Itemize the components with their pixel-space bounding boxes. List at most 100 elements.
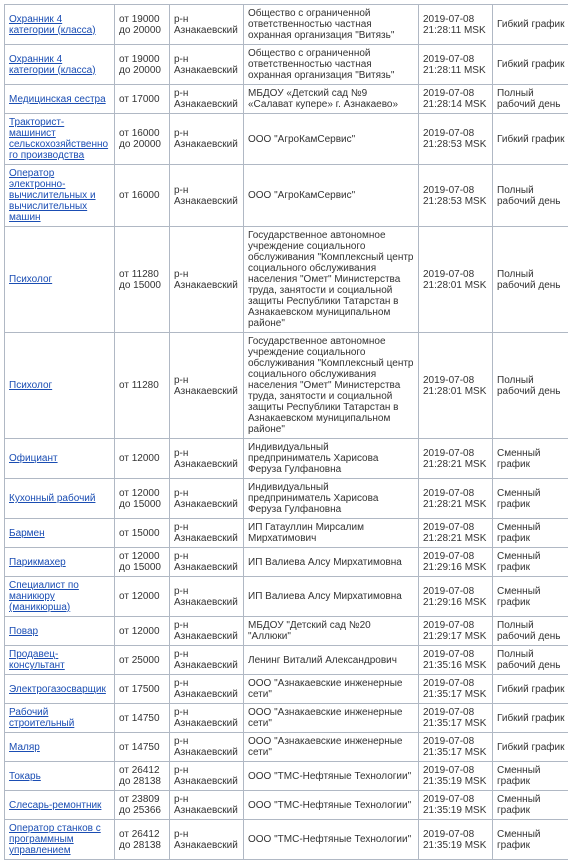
cell-schedule: Сменный график xyxy=(493,548,568,577)
cell-date: 2019-07-08 21:28:14 MSK xyxy=(419,85,493,114)
cell-region: р-н Азнакаевский xyxy=(170,85,244,114)
table-row: Парикмахерот 12000 до 15000р-н Азнакаевс… xyxy=(5,548,568,577)
cell-salary: от 11280 до 15000 xyxy=(115,227,170,333)
job-title-link[interactable]: Охранник 4 категории (класса) xyxy=(9,14,96,36)
cell-date: 2019-07-08 21:29:16 MSK xyxy=(419,577,493,617)
cell-date: 2019-07-08 21:28:21 MSK xyxy=(419,479,493,519)
cell-schedule: Сменный график xyxy=(493,762,568,791)
job-title-link[interactable]: Электрогазосварщик xyxy=(9,684,106,695)
cell-job-title: Охранник 4 категории (класса) xyxy=(5,5,115,45)
cell-organization: Ленинг Виталий Александрович xyxy=(244,646,419,675)
cell-region: р-н Азнакаевский xyxy=(170,5,244,45)
cell-salary: от 14750 xyxy=(115,733,170,762)
cell-region: р-н Азнакаевский xyxy=(170,165,244,227)
job-title-link[interactable]: Маляр xyxy=(9,742,40,753)
cell-job-title: Электрогазосварщик xyxy=(5,675,115,704)
cell-job-title: Специалист по маникюру (маникюрша) xyxy=(5,577,115,617)
cell-salary: от 16000 до 20000 xyxy=(115,114,170,165)
cell-salary: от 16000 xyxy=(115,165,170,227)
cell-job-title: Медицинская сестра xyxy=(5,85,115,114)
cell-date: 2019-07-08 21:35:17 MSK xyxy=(419,704,493,733)
job-title-link[interactable]: Охранник 4 категории (класса) xyxy=(9,54,96,76)
cell-date: 2019-07-08 21:35:16 MSK xyxy=(419,646,493,675)
cell-date: 2019-07-08 21:28:53 MSK xyxy=(419,114,493,165)
job-title-link[interactable]: Оператор электронно-вычислительных и выч… xyxy=(9,168,96,223)
table-row: Поварот 12000р-н АзнакаевскийМБДОУ "Детс… xyxy=(5,617,568,646)
cell-salary: от 12000 до 15000 xyxy=(115,479,170,519)
cell-region: р-н Азнакаевский xyxy=(170,704,244,733)
cell-organization: Государственное автономное учреждение со… xyxy=(244,227,419,333)
table-row: Малярот 14750р-н АзнакаевскийООО "Азнака… xyxy=(5,733,568,762)
table-row: Оператор электронно-вычислительных и выч… xyxy=(5,165,568,227)
cell-region: р-н Азнакаевский xyxy=(170,646,244,675)
job-title-link[interactable]: Кухонный рабочий xyxy=(9,493,95,504)
cell-salary: от 17500 xyxy=(115,675,170,704)
cell-job-title: Продавец-консультант xyxy=(5,646,115,675)
cell-job-title: Психолог xyxy=(5,227,115,333)
cell-organization: ИП Гатауллин Мирсалим Мирхатимович xyxy=(244,519,419,548)
cell-salary: от 26412 до 28138 xyxy=(115,762,170,791)
job-title-link[interactable]: Рабочий строительный xyxy=(9,707,74,729)
cell-schedule: Гибкий график xyxy=(493,675,568,704)
cell-region: р-н Азнакаевский xyxy=(170,227,244,333)
job-title-link[interactable]: Медицинская сестра xyxy=(9,94,106,105)
cell-job-title: Официант xyxy=(5,439,115,479)
cell-job-title: Оператор станков с программным управлени… xyxy=(5,820,115,860)
cell-date: 2019-07-08 21:35:19 MSK xyxy=(419,791,493,820)
job-title-link[interactable]: Психолог xyxy=(9,380,52,391)
cell-region: р-н Азнакаевский xyxy=(170,519,244,548)
job-title-link[interactable]: Тракторист-машинист сельскохозяйственног… xyxy=(9,117,108,161)
cell-organization: ООО "АгроКамСервис" xyxy=(244,165,419,227)
table-row: Оператор станков с программным управлени… xyxy=(5,820,568,860)
cell-schedule: Полный рабочий день xyxy=(493,646,568,675)
cell-date: 2019-07-08 21:35:17 MSK xyxy=(419,675,493,704)
cell-organization: ООО "ТМС-Нефтяные Технологии" xyxy=(244,762,419,791)
cell-schedule: Гибкий график xyxy=(493,114,568,165)
cell-salary: от 12000 до 15000 xyxy=(115,548,170,577)
cell-organization: ООО "ТМС-Нефтяные Технологии" xyxy=(244,791,419,820)
cell-job-title: Парикмахер xyxy=(5,548,115,577)
cell-organization: ООО "Азнакаевские инженерные сети" xyxy=(244,675,419,704)
cell-job-title: Охранник 4 категории (класса) xyxy=(5,45,115,85)
cell-region: р-н Азнакаевский xyxy=(170,577,244,617)
job-title-link[interactable]: Слесарь-ремонтник xyxy=(9,800,101,811)
cell-schedule: Сменный график xyxy=(493,439,568,479)
cell-region: р-н Азнакаевский xyxy=(170,479,244,519)
cell-schedule: Гибкий график xyxy=(493,733,568,762)
job-title-link[interactable]: Психолог xyxy=(9,274,52,285)
cell-organization: Общество с ограниченной ответственностью… xyxy=(244,5,419,45)
job-title-link[interactable]: Специалист по маникюру (маникюрша) xyxy=(9,580,79,613)
cell-job-title: Рабочий строительный xyxy=(5,704,115,733)
table-row: Токарьот 26412 до 28138р-н АзнакаевскийО… xyxy=(5,762,568,791)
cell-salary: от 11280 xyxy=(115,333,170,439)
cell-organization: ООО "АгроКамСервис" xyxy=(244,114,419,165)
cell-organization: ООО "ТМС-Нефтяные Технологии" xyxy=(244,820,419,860)
job-title-link[interactable]: Токарь xyxy=(9,771,41,782)
cell-salary: от 19000 до 20000 xyxy=(115,5,170,45)
job-title-link[interactable]: Официант xyxy=(9,453,58,464)
cell-organization: ООО "Азнакаевские инженерные сети" xyxy=(244,733,419,762)
cell-job-title: Слесарь-ремонтник xyxy=(5,791,115,820)
cell-salary: от 15000 xyxy=(115,519,170,548)
cell-date: 2019-07-08 21:28:53 MSK xyxy=(419,165,493,227)
table-row: Медицинская сестраот 17000р-н Азнакаевск… xyxy=(5,85,568,114)
cell-region: р-н Азнакаевский xyxy=(170,791,244,820)
job-title-link[interactable]: Продавец-консультант xyxy=(9,649,65,671)
cell-organization: ИП Валиева Алсу Мирхатимовна xyxy=(244,577,419,617)
table-row: Специалист по маникюру (маникюрша) от 120… xyxy=(5,577,568,617)
cell-date: 2019-07-08 21:28:01 MSK xyxy=(419,227,493,333)
cell-date: 2019-07-08 21:28:21 MSK xyxy=(419,439,493,479)
table-row: Бармен от 15000р-н АзнакаевскийИП Гатаулл… xyxy=(5,519,568,548)
cell-job-title: Оператор электронно-вычислительных и выч… xyxy=(5,165,115,227)
job-title-link[interactable]: Парикмахер xyxy=(9,557,66,568)
cell-region: р-н Азнакаевский xyxy=(170,617,244,646)
table-row: Психолог от 11280 до 15000р-н Азнакаевски… xyxy=(5,227,568,333)
cell-date: 2019-07-08 21:28:11 MSK xyxy=(419,45,493,85)
job-title-link[interactable]: Повар xyxy=(9,626,38,637)
cell-schedule: Сменный график xyxy=(493,820,568,860)
cell-job-title: Тракторист-машинист сельскохозяйственног… xyxy=(5,114,115,165)
job-title-link[interactable]: Оператор станков с программным управлени… xyxy=(9,823,101,856)
job-title-link[interactable]: Бармен xyxy=(9,528,45,539)
cell-salary: от 12000 xyxy=(115,577,170,617)
cell-organization: МБДОУ "Детский сад №20 "Аллюки" xyxy=(244,617,419,646)
